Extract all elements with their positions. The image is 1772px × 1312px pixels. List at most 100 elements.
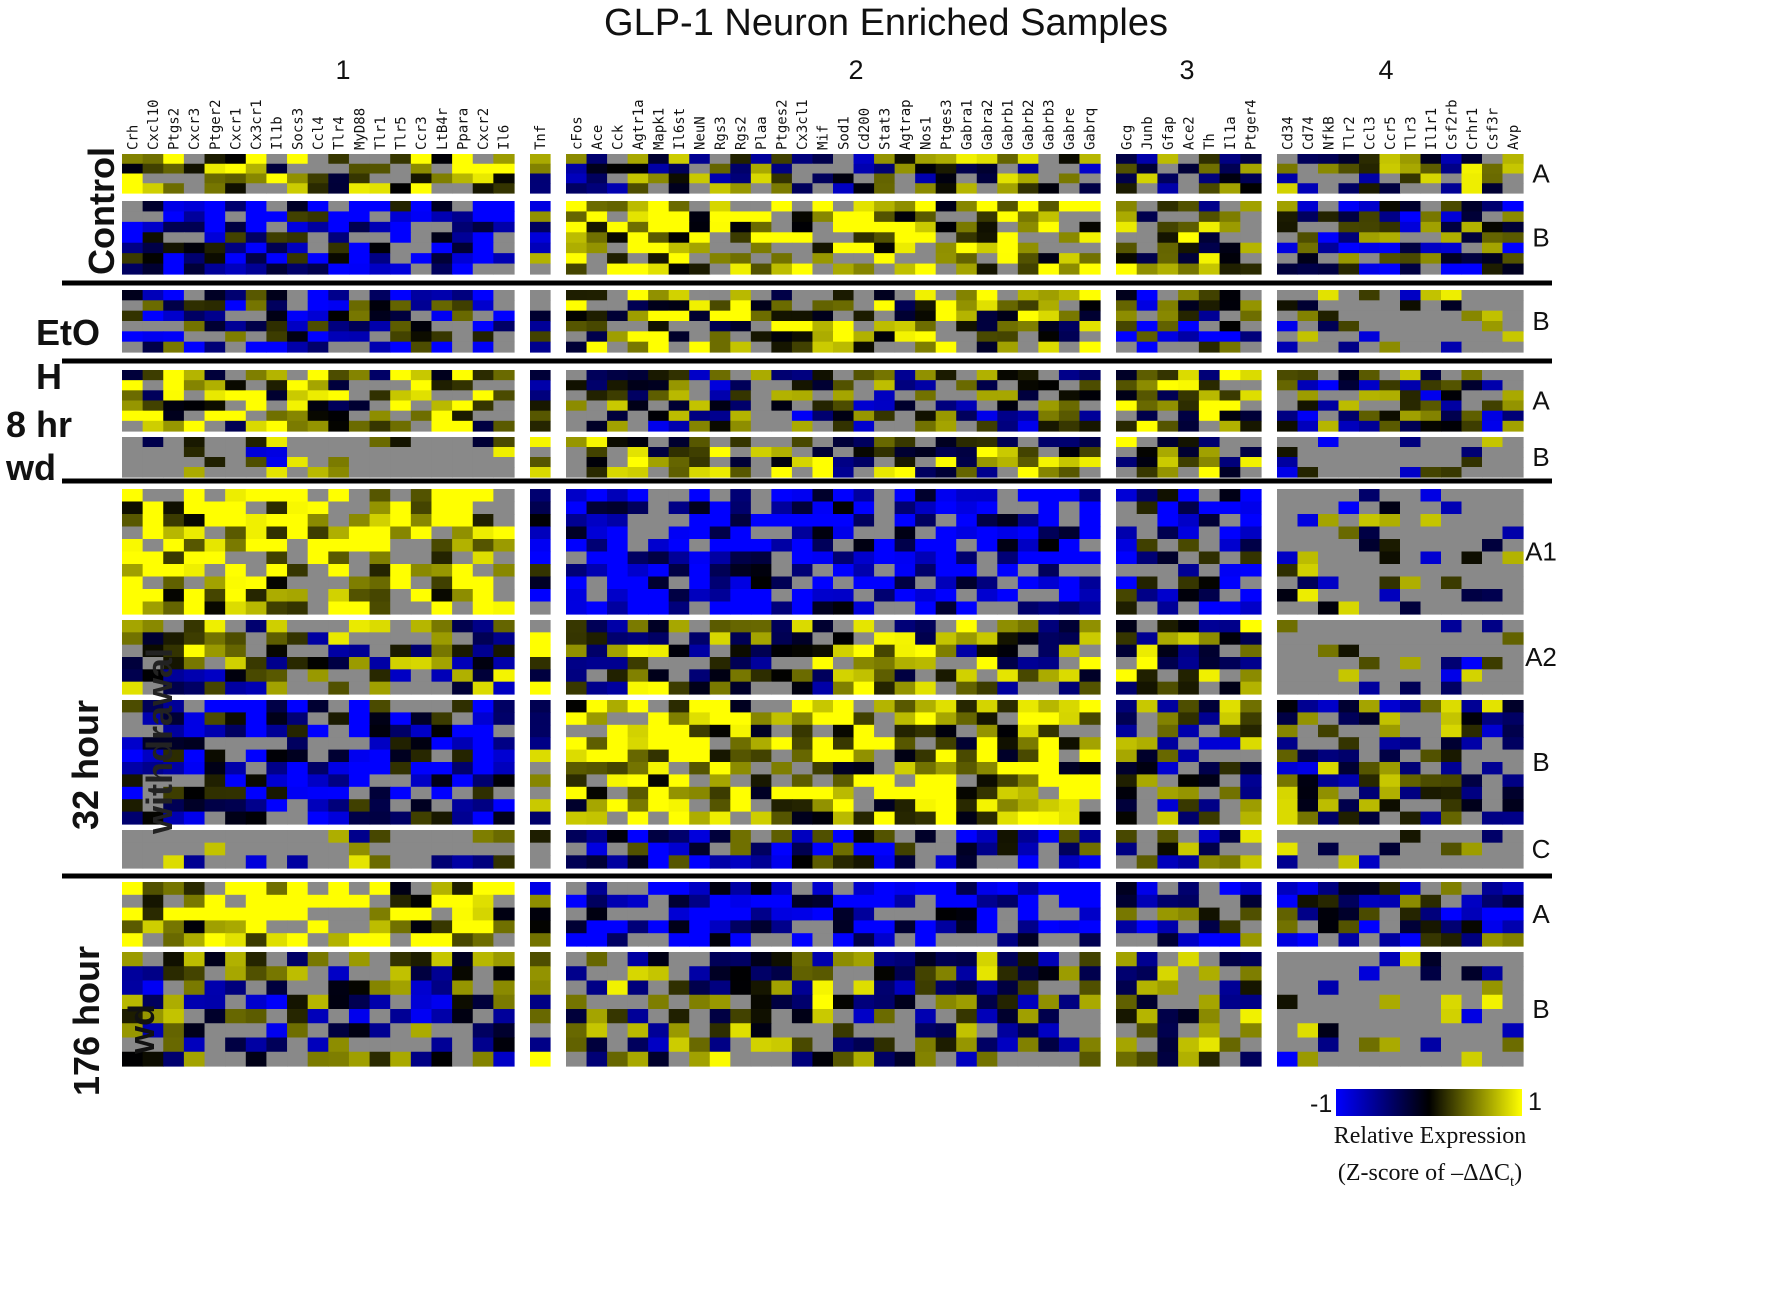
heatmap-cell	[348, 551, 371, 565]
heatmap-cell	[853, 173, 875, 184]
heatmap-cell	[163, 163, 185, 175]
heatmap-cell	[307, 564, 329, 578]
heatmap-cell	[390, 966, 412, 982]
heatmap-cell	[1379, 163, 1401, 175]
heatmap-cell	[431, 799, 453, 813]
gene-label: Cx3cl1	[795, 99, 811, 150]
heatmap-cell	[586, 786, 608, 800]
heatmap-cell	[566, 183, 588, 194]
heatmap-cell	[1157, 762, 1179, 775]
heatmap-cell	[1198, 457, 1221, 468]
heatmap-cell	[163, 749, 185, 763]
heatmap-cell	[1379, 920, 1401, 934]
heatmap-cell	[390, 489, 412, 503]
heatmap-cell	[1338, 300, 1360, 312]
heatmap-cell	[122, 173, 144, 184]
heatmap-cell	[1017, 882, 1039, 896]
heatmap-cell	[894, 882, 916, 896]
heatmap-cell	[1136, 855, 1159, 869]
heatmap-cell	[956, 712, 978, 726]
heatmap-cell	[287, 310, 309, 322]
heatmap-cell	[1318, 457, 1340, 468]
heatmap-cell	[1318, 762, 1340, 775]
heatmap-cell	[935, 799, 957, 813]
heatmap-cell	[493, 242, 515, 254]
heatmap-cell	[935, 1037, 957, 1053]
heatmap-cell	[1136, 842, 1159, 856]
heatmap-cell	[1116, 700, 1138, 713]
heatmap-cell	[812, 489, 834, 503]
heatmap-cell	[1136, 380, 1159, 391]
heatmap-cell	[204, 201, 226, 213]
heatmap-cell	[791, 457, 814, 468]
heatmap-cell	[1318, 437, 1340, 448]
heatmap-cell	[627, 564, 649, 578]
heatmap-cell	[328, 514, 350, 528]
gene-label: LtB4r	[435, 108, 451, 150]
heatmap-cell	[142, 920, 164, 934]
heatmap-cell	[812, 437, 834, 448]
heatmap-cell	[122, 576, 144, 590]
heatmap-cell	[1359, 201, 1381, 213]
heatmap-cell	[915, 855, 937, 869]
heatmap-cell	[472, 457, 494, 468]
heatmap-cell	[791, 1037, 814, 1053]
heatmap-cell	[348, 620, 371, 633]
heatmap-cell	[1441, 420, 1463, 432]
heatmap-cell	[369, 700, 391, 713]
heatmap-cell	[1178, 786, 1200, 800]
heatmap-cell	[1240, 799, 1262, 813]
heatmap-cell	[1079, 601, 1101, 615]
heatmap-cell	[709, 681, 731, 695]
heatmap-cell	[142, 551, 164, 565]
heatmap-cell	[1461, 669, 1483, 683]
heatmap-cell	[410, 712, 433, 726]
heatmap-cell	[1297, 564, 1319, 578]
heatmap-cell	[1157, 601, 1179, 615]
heatmap-cell	[328, 681, 350, 695]
heatmap-cell	[410, 855, 433, 869]
heatmap-cell	[287, 933, 309, 947]
heatmap-cell	[750, 410, 772, 422]
heatmap-cell	[607, 1051, 629, 1067]
heatmap-cell	[1178, 501, 1200, 515]
heatmap-cell	[390, 211, 412, 223]
heatmap-cell	[1178, 173, 1200, 184]
heatmap-cell	[833, 681, 855, 695]
heatmap-cell	[225, 539, 247, 553]
heatmap-cell	[1461, 811, 1483, 825]
heatmap-cell	[586, 310, 608, 322]
heatmap-cell	[833, 700, 855, 713]
heatmap-cell	[1038, 724, 1060, 738]
heatmap-cell	[390, 290, 412, 301]
heatmap-cell	[874, 163, 896, 175]
heatmap-cell	[997, 211, 1019, 223]
heatmap-cell	[1136, 253, 1159, 265]
heatmap-cell	[1178, 539, 1200, 553]
heatmap-cell	[307, 154, 329, 165]
heatmap-cell	[431, 242, 453, 254]
heatmap-cell	[894, 183, 916, 194]
heatmap-cell	[1400, 620, 1422, 633]
heatmap-cell	[607, 601, 629, 615]
heatmap-cell	[874, 724, 896, 738]
heatmap-cell	[976, 669, 998, 683]
heatmap-cell	[163, 894, 185, 909]
heatmap-cell	[935, 489, 957, 503]
heatmap-cell	[1338, 539, 1360, 553]
heatmap-cell	[894, 390, 916, 402]
heatmap-cell	[956, 154, 978, 165]
heatmap-cell	[730, 980, 752, 996]
heatmap-cell	[1461, 263, 1483, 275]
heatmap-cell	[369, 1037, 391, 1053]
heatmap-cell	[1420, 514, 1442, 528]
heatmap-cell	[369, 467, 391, 478]
heatmap-cell	[750, 700, 772, 713]
heatmap-cell	[812, 1023, 834, 1039]
heatmap-cell	[1400, 762, 1422, 775]
heatmap-cell	[750, 576, 772, 590]
heatmap-cell	[648, 410, 670, 422]
heatmap-cell	[530, 564, 551, 578]
heatmap-cell	[225, 370, 247, 381]
heatmap-cell	[894, 514, 916, 528]
